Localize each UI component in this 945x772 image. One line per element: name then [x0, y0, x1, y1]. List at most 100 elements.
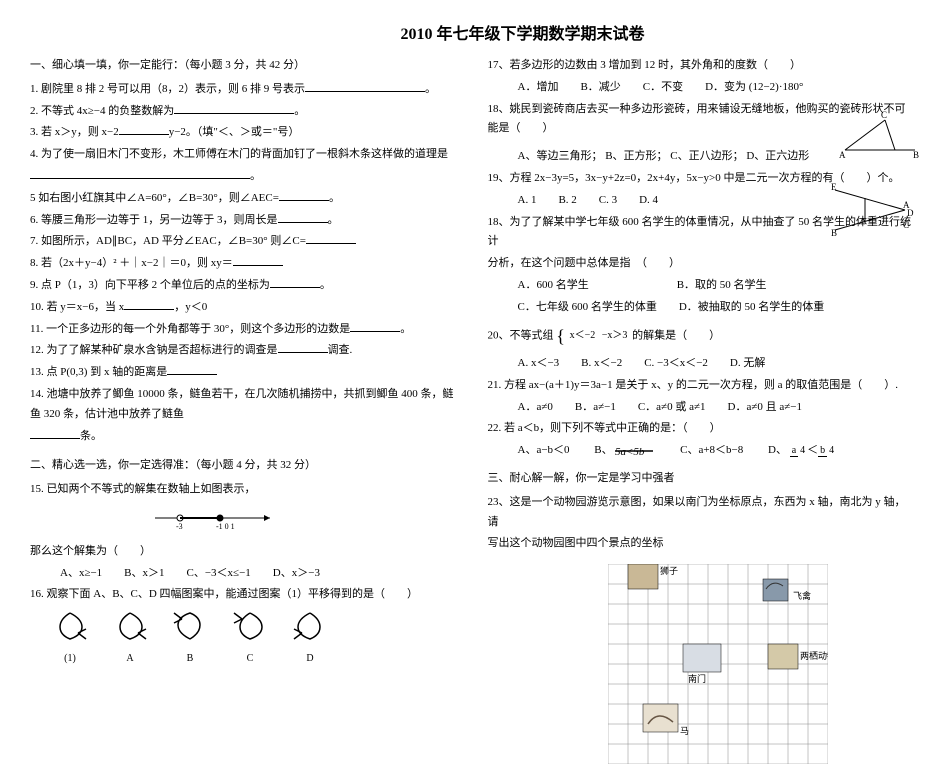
- fish-1: (1): [50, 609, 90, 668]
- q9: 9. 点 P（1，3）向下平移 2 个单位后的点的坐标为。: [30, 276, 458, 296]
- q21: 21. 方程 ax−(a＋1)y＝3a−1 是关于 x、y 的二元一次方程，则 …: [488, 376, 916, 396]
- q17-opts: A．增加 B．减少 C．不变 D．变为 (12−2)·180°: [518, 78, 916, 98]
- amphibian-label: 两栖动物: [800, 650, 828, 661]
- svg-text:5a<5b: 5a<5b: [615, 446, 645, 458]
- fish-icon: [230, 609, 270, 643]
- gate-label: 南门: [688, 673, 706, 684]
- horse-label: 马: [680, 726, 689, 736]
- q10: 10. 若 y＝x−6，当 x ，y＜0: [30, 298, 458, 318]
- left-column: 一、细心填一填，你一定能行：（每小题 3 分，共 42 分） 1. 剧院里 8 …: [30, 56, 458, 772]
- q16: 16. 观察下面 A、B、C、D 四幅图案中，能通过图案（1）平移得到的是（ ）: [30, 585, 458, 605]
- q13: 13. 点 P(0,3) 到 x 轴的距离是: [30, 363, 458, 383]
- q12: 12. 为了了解某种矿泉水含钠是否超标进行的调查是调查.: [30, 341, 458, 361]
- brace-icon: {: [556, 326, 565, 346]
- q4-blank: [30, 167, 250, 179]
- q18b-opts2: C．七年级 600 名学生的体重 D．被抽取的 50 名学生的体重: [518, 298, 916, 318]
- bird-label: 飞禽: [793, 590, 811, 601]
- q12b-text: 调查.: [328, 344, 353, 356]
- q6-text: 6. 等腰三角形一边等于 1，另一边等于 3，则周长是: [30, 214, 278, 226]
- q22-opt-c: C、a+8＜b−8: [680, 444, 743, 456]
- q7-text: 7. 如图所示，AD∥BC，AD 平分∠EAC，∠B=30° 则∠C=: [30, 235, 306, 247]
- q23a: 23、这是一个动物园游览示意图，如果以南门为坐标原点，东西为 x 轴，南北为 y…: [488, 493, 916, 533]
- q2-blank: [174, 102, 294, 114]
- q13-blank: [167, 363, 217, 375]
- fish-label-c: C: [230, 650, 270, 668]
- q12-blank: [278, 341, 328, 353]
- struck-expr-icon: 5a<5b: [615, 444, 655, 458]
- fish-icon: [50, 609, 90, 643]
- q1: 1. 剧院里 8 排 2 号可以用（8，2）表示，则 6 排 9 号表示。: [30, 80, 458, 100]
- fish-icon: [290, 609, 330, 643]
- q10-blank: [124, 298, 174, 310]
- system-eqs: x＜−2 −x＞3: [568, 331, 630, 341]
- q14a-text: 14. 池塘中放养了鲫鱼 10000 条，鲢鱼若干，在几次随机捕捞中，共抓到鲫鱼…: [30, 388, 454, 420]
- q15a-text: 15. 已知两个不等式的解集在数轴上如图表示，: [30, 483, 256, 495]
- q7: 7. 如图所示，AD∥BC，AD 平分∠EAC，∠B=30° 则∠C=: [30, 232, 458, 252]
- fish-a: A: [110, 609, 150, 668]
- q15b: 那么这个解集为（ ）: [30, 542, 458, 562]
- q22-opt-b: B、: [594, 444, 612, 456]
- frac-b4: b4: [818, 446, 836, 456]
- q22-opt-d: D、: [768, 444, 787, 456]
- fish-icon: [110, 609, 150, 643]
- q22-opt-a: A、a−b＜0: [518, 444, 570, 456]
- fish-label-1: (1): [50, 650, 90, 668]
- section-1-head: 一、细心填一填，你一定能行：（每小题 3 分，共 42 分）: [30, 56, 458, 76]
- q23b: 写出这个动物园图中四个景点的坐标: [488, 534, 916, 554]
- fish-label-a: A: [110, 650, 150, 668]
- q20a-text: 20、不等式组: [488, 329, 554, 341]
- q8-blank: [233, 254, 283, 266]
- q18a: 18、姚民到瓷砖商店去买一种多边形瓷砖，用来铺设无缝地板，他购买的瓷砖形状不可能…: [488, 100, 916, 140]
- q20: 20、不等式组 { x＜−2 −x＞3 的解集是（ ）: [488, 320, 916, 352]
- exam-title: 2010 年七年级下学期数学期末试卷: [130, 20, 915, 44]
- q11: 11. 一个正多边形的每一个外角都等于 30°，则这个多边形的边数是。: [30, 320, 458, 340]
- fish-d: D: [290, 609, 330, 668]
- q14b: 条。: [30, 427, 458, 447]
- sys2: −x＞3: [600, 330, 630, 341]
- q18b-opts1: A．600 名学生 B．取的 50 名学生: [518, 276, 916, 296]
- section-3-head: 三、耐心解一解，你一定是学习中强者: [488, 469, 916, 489]
- fish-label-b: B: [170, 650, 210, 668]
- right-column: 17、若多边形的边数由 3 增加到 12 时，其外角和的度数（ ） A．增加 B…: [488, 56, 916, 772]
- q14-blank: [30, 427, 80, 439]
- q11-text: 11. 一个正多边形的每一个外角都等于 30°，则这个多边形的边数是: [30, 323, 350, 335]
- q6-blank: [278, 211, 328, 223]
- q4: 4. 为了使一扇旧木门不变形，木工师傅在木门的背面加钉了一根斜木条这样做的道理是: [30, 145, 458, 165]
- q9-text: 9. 点 P（1，3）向下平移 2 个单位后的点的坐标为: [30, 279, 270, 291]
- q2: 2. 不等式 4x≥−4 的负整数解为。: [30, 102, 458, 122]
- fish-b: B: [170, 609, 210, 668]
- q22: 22. 若 a＜b，则下列不等式中正确的是：（ ）: [488, 419, 916, 439]
- fish-c: C: [230, 609, 270, 668]
- svg-text:-1 0 1: -1 0 1: [216, 522, 235, 530]
- q5-text: 5 如右图小红旗其中∠A=60°，∠B=30°，则∠AEC=: [30, 192, 279, 204]
- svg-text:-3: -3: [176, 522, 183, 530]
- section-2-head: 二、精心选一选，你一定选得准：（每小题 4 分，共 32 分）: [30, 456, 458, 476]
- numberline-figure: -3 -1 0 1: [150, 506, 280, 530]
- q6: 6. 等腰三角形一边等于 1，另一边等于 3，则周长是。: [30, 211, 458, 231]
- two-column-layout: 一、细心填一填，你一定能行：（每小题 3 分，共 42 分） 1. 剧院里 8 …: [30, 56, 915, 772]
- q11-blank: [350, 320, 400, 332]
- q18a-opts: A、等边三角形； B、正方形； C、正八边形； D、正六边形: [518, 147, 916, 167]
- q7-blank: [306, 232, 356, 244]
- q15b-text: 那么这个解集为（ ）: [30, 545, 151, 557]
- q10a-text: 10. 若 y＝x−6，当 x: [30, 301, 124, 313]
- q4-blank-row: 。: [30, 167, 458, 187]
- q3b-text: y−2。（填"＜、＞或＝"号）: [169, 126, 300, 138]
- q17: 17、若多边形的边数由 3 增加到 12 时，其外角和的度数（ ）: [488, 56, 916, 76]
- q14b-text: 条。: [80, 430, 102, 442]
- q1-text: 1. 剧院里 8 排 2 号可以用（8，2）表示，则 6 排 9 号表示: [30, 83, 305, 95]
- q9-blank: [270, 276, 320, 288]
- q3a-text: 3. 若 x＞y，则 x−2: [30, 126, 119, 138]
- lion-label: 狮子: [660, 566, 678, 576]
- fish-row: (1) A B C D: [50, 609, 458, 668]
- q18b-2: 分析，在这个问题中总体是指 （ ）: [488, 254, 916, 274]
- q19: 19、方程 2x−3y=5，3x−y+2z=0，2x+4y，5x−y>0 中是二…: [488, 169, 916, 189]
- q20-opts: A. x＜−3 B. x＜−2 C. −3＜x＜−2 D. 无解: [518, 354, 916, 374]
- q8: 8. 若（2x＋y−4）² ＋｜x−2｜＝0，则 xy＝: [30, 254, 458, 274]
- q15-opts: A、x≥−1 B、x＞1 C、−3＜x≤−1 D、x＞−3: [60, 564, 458, 584]
- q1-blank: [305, 80, 425, 92]
- q3: 3. 若 x＞y，则 x−2 y−2。（填"＜、＞或＝"号）: [30, 123, 458, 143]
- q10b-text: ，y＜0: [174, 301, 207, 313]
- q21-opts: A．a≠0 B．a≠−1 C．a≠0 或 a≠1 D．a≠0 且 a≠−1: [518, 398, 916, 418]
- q5: 5 如右图小红旗其中∠A=60°，∠B=30°，则∠AEC=。: [30, 189, 458, 209]
